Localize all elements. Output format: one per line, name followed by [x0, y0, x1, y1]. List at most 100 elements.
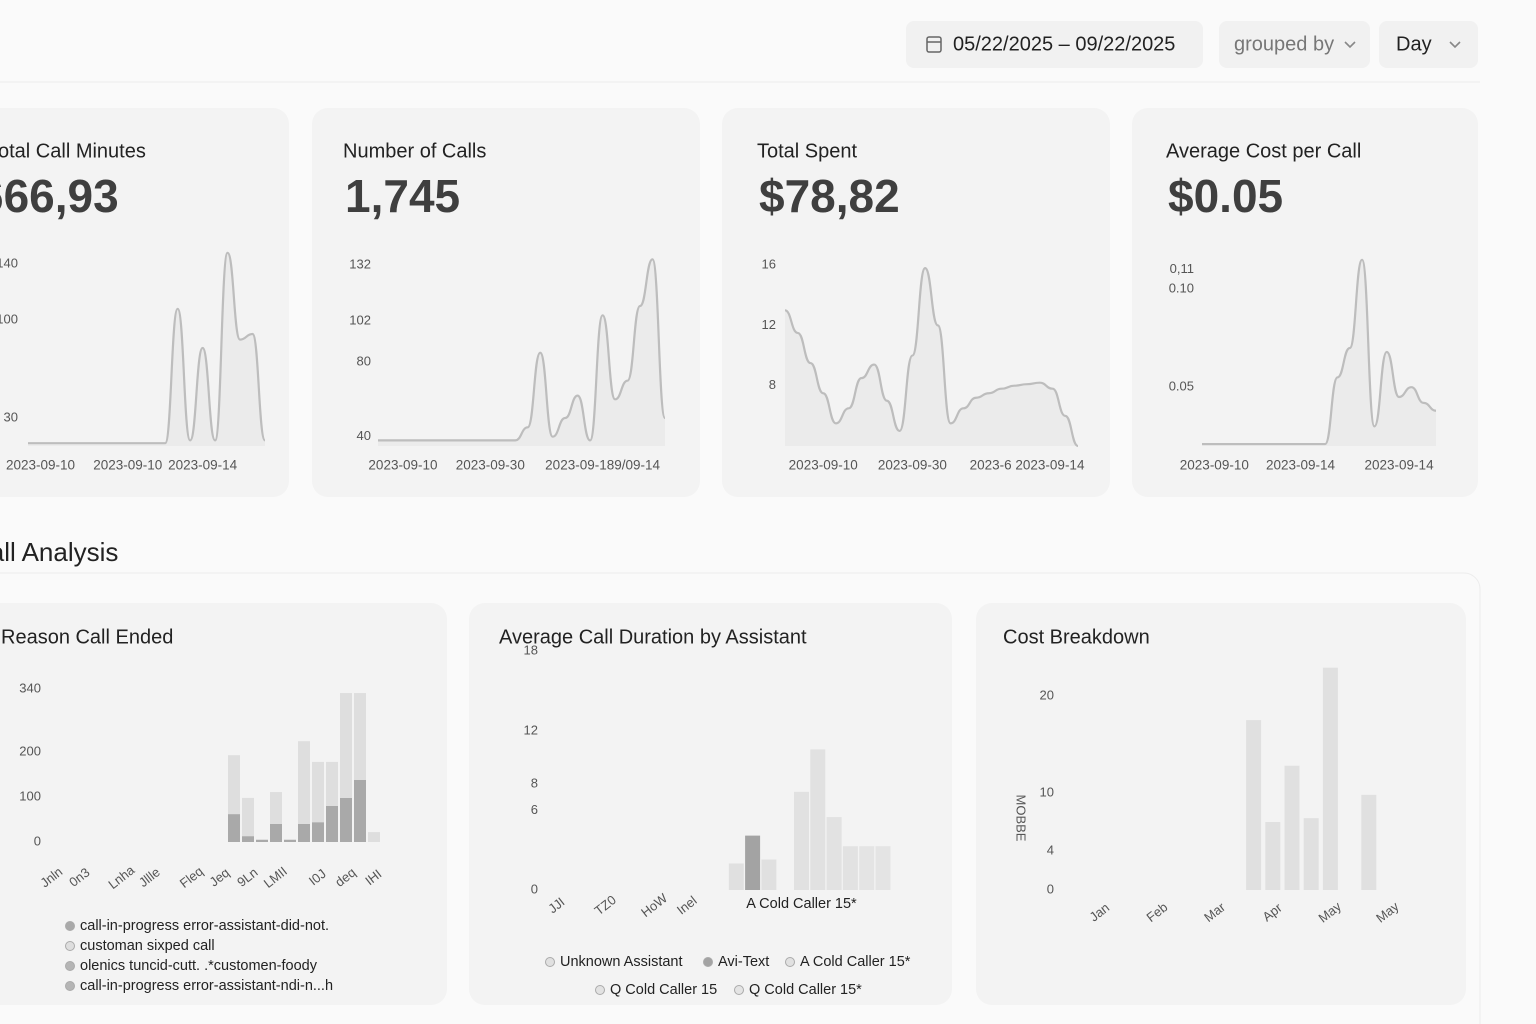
bar: [761, 859, 777, 890]
x-tick-label: 2023-09-189/09-14: [545, 458, 660, 473]
y-tick-label: 12: [762, 317, 776, 332]
legend-swatch: [65, 921, 75, 931]
x-tick-label: 2023-09-10: [1180, 458, 1249, 473]
legend-swatch: [65, 981, 75, 991]
interval-select[interactable]: Day: [1379, 21, 1478, 68]
x-tick-label: 2023-09-14: [168, 458, 238, 473]
x-tick-label: A Cold Caller 15*: [746, 896, 857, 912]
x-tick-label: 2023-09-30: [456, 458, 525, 473]
bar: [794, 791, 809, 890]
x-tick-label: 2023-09-14: [1266, 458, 1336, 473]
chevron: [1449, 41, 1461, 49]
date-range[interactable]: 05/22/2025 – 09/22/2025: [953, 33, 1175, 55]
bar: [242, 836, 254, 842]
y-tick-label: 0.10: [1169, 281, 1194, 296]
bar: [368, 832, 380, 842]
x-tick-label: 2023-09-10: [6, 458, 75, 473]
legend-label: call-in-progress error-assistant-did-not…: [80, 918, 329, 934]
metric-value: 1,745: [345, 170, 460, 222]
bar: [312, 822, 324, 842]
bar: [859, 846, 875, 890]
y-tick-label: 0,11: [1170, 261, 1194, 276]
line: [28, 251, 267, 445]
area-fill: [1202, 259, 1436, 446]
area-fill: [28, 252, 265, 446]
grouped-by-select[interactable]: grouped by: [1219, 21, 1370, 68]
card-title: Total Spent: [757, 140, 858, 162]
date-range-box[interactable]: [906, 21, 1203, 68]
bar: [242, 797, 254, 837]
metric-card: [0, 108, 289, 497]
card-title: Total Call Minutes: [0, 140, 146, 162]
grouped-by-label[interactable]: grouped by: [1234, 33, 1334, 55]
card-title: Cost Breakdown: [1003, 626, 1150, 648]
chevron: [1344, 41, 1356, 49]
x-tick-label: 2023-09-10: [93, 458, 162, 473]
legend-label: customan sixped call: [80, 938, 215, 954]
bar: [298, 824, 310, 842]
y-tick-label: 0: [34, 833, 41, 848]
legend-swatch: [545, 957, 555, 967]
legend-label: A Cold Caller 15*: [800, 954, 911, 970]
legend-swatch: [595, 985, 605, 995]
y-tick-label: 16: [762, 257, 776, 272]
bar: [326, 761, 338, 806]
bar: [326, 806, 338, 842]
legend-label: Q Cold Caller 15*: [749, 982, 862, 998]
y-tick-label: 18: [524, 643, 538, 658]
y-tick-label: 8: [531, 775, 538, 790]
area-fill: [785, 268, 1078, 446]
x-tick-label: 2023-09-30: [878, 458, 947, 473]
y-tick-label: 0: [1047, 881, 1054, 896]
section-container: [0, 572, 1481, 1024]
legend-swatch: [703, 957, 713, 967]
y-tick-label: 4: [1047, 843, 1054, 858]
metric-value: $0.05: [1168, 170, 1283, 222]
bar: [354, 693, 366, 780]
y-tick-label: 132: [349, 256, 371, 271]
y-tick-label: 340: [19, 680, 41, 695]
y-tick-label: 200: [19, 743, 41, 758]
bar: [298, 741, 310, 824]
legend-swatch: [65, 941, 75, 951]
date-range-picker[interactable]: 05/22/2025 – 09/22/2025: [906, 21, 1203, 68]
y-tick-label: 80: [357, 353, 371, 368]
chart-card: [976, 603, 1466, 1005]
legend-label: Q Cold Caller 15: [610, 982, 717, 998]
y-tick-label: 100: [0, 311, 18, 326]
y-axis-label: MOBBE: [1014, 795, 1029, 842]
bar: [340, 693, 352, 798]
y-tick-label: 0.05: [1169, 379, 1194, 394]
interval-label[interactable]: Day: [1396, 33, 1432, 55]
y-tick-label: 10: [1040, 784, 1054, 799]
card-title: Number of Calls: [343, 140, 486, 162]
x-tick-label: 2023-09-14: [1365, 458, 1435, 473]
x-tick-label: 2023-09-10: [368, 458, 437, 473]
bar: [810, 749, 826, 890]
interval-box[interactable]: [1379, 21, 1478, 68]
legend-swatch: [65, 961, 75, 971]
bar: [256, 839, 268, 842]
x-tick-label: 2023-6 2023-09-14: [970, 458, 1085, 473]
y-tick-label: 102: [349, 312, 371, 327]
legend-label: Unknown Assistant: [560, 954, 683, 970]
bar: [340, 797, 352, 842]
bar: [228, 755, 240, 815]
bar: [312, 761, 324, 823]
bar: [842, 846, 858, 890]
bar: [354, 779, 366, 842]
y-tick-label: 12: [524, 722, 538, 737]
card-title: Average Cost per Call: [1166, 140, 1361, 162]
bar: [1361, 794, 1377, 890]
bar: [1322, 667, 1338, 890]
metric-value: $78,82: [759, 170, 900, 222]
legend-swatch: [734, 985, 744, 995]
y-tick-label: 140: [0, 255, 18, 270]
bar: [1284, 765, 1300, 890]
grouped-by-box[interactable]: [1219, 21, 1370, 68]
y-tick-label: 8: [769, 377, 776, 392]
chart-card: [469, 603, 952, 1005]
line: [377, 258, 667, 442]
bar: [745, 835, 761, 890]
